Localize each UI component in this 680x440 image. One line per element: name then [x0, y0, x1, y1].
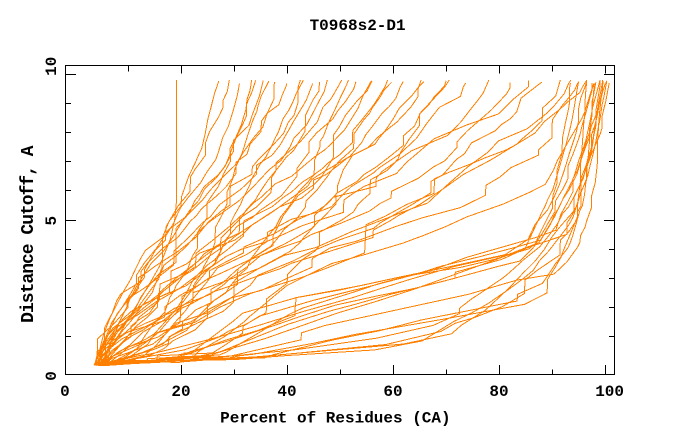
svg-text:0: 0	[60, 383, 70, 401]
svg-text:40: 40	[277, 383, 296, 401]
svg-text:5: 5	[43, 216, 61, 226]
svg-text:Percent of Residues (CA): Percent of Residues (CA)	[220, 409, 450, 427]
svg-text:60: 60	[383, 383, 402, 401]
svg-text:T0968s2-D1: T0968s2-D1	[310, 17, 406, 35]
svg-text:0: 0	[43, 371, 61, 381]
svg-text:80: 80	[489, 383, 508, 401]
svg-text:Distance Cutoff, A: Distance Cutoff, A	[19, 145, 39, 323]
svg-text:20: 20	[171, 383, 190, 401]
svg-text:100: 100	[595, 383, 624, 401]
svg-text:10: 10	[43, 57, 61, 76]
